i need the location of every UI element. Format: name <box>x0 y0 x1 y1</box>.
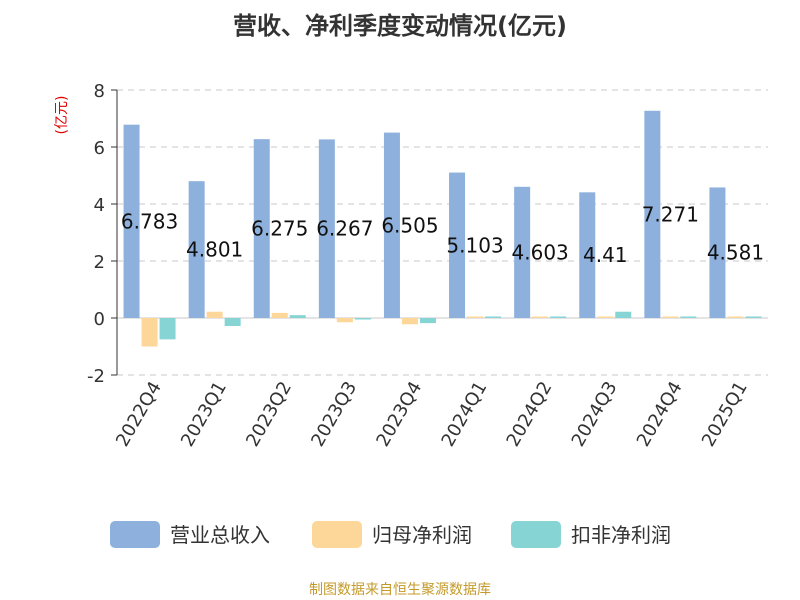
bar-deducted-net-profit <box>680 316 697 318</box>
data-label: 4.581 <box>707 241 764 265</box>
x-tick-label: 2023Q2 <box>242 378 296 450</box>
y-tick-label: 0 <box>94 309 105 330</box>
y-tick-label: -2 <box>87 366 105 387</box>
bar-net-profit <box>532 316 549 318</box>
bar-deducted-net-profit <box>615 311 632 318</box>
x-ticks: 2022Q4 2023Q1 2023Q2 2023Q3 2023Q4 2024Q1 2024… <box>112 378 752 450</box>
y-tick-label: 8 <box>94 81 105 102</box>
data-label: 7.271 <box>642 202 699 226</box>
bar-net-profit <box>206 311 223 318</box>
bar-revenue <box>644 110 661 319</box>
y-tick-label: 4 <box>94 195 105 216</box>
y-axis-label: (亿元) <box>54 96 70 135</box>
bar-deducted-net-profit <box>550 316 567 318</box>
y-tick-label: 2 <box>94 252 105 273</box>
legend-swatch[interactable] <box>511 521 561 548</box>
bar-net-profit <box>727 316 744 318</box>
x-tick-label: 2025Q1 <box>698 378 752 450</box>
x-tick-label: 2024Q3 <box>568 378 622 450</box>
x-tick-label: 2023Q4 <box>372 378 426 450</box>
bar-revenue <box>123 124 140 318</box>
bar-deducted-net-profit <box>289 315 306 318</box>
bar-deducted-net-profit <box>745 316 762 318</box>
bar-revenue <box>383 132 400 318</box>
y-tick-label: 6 <box>94 138 105 159</box>
bars <box>123 110 762 347</box>
x-tick-label: 2024Q1 <box>437 378 491 450</box>
data-label: 4.41 <box>583 243 628 267</box>
y-ticks: 8 6 4 2 0 -2 <box>87 81 118 387</box>
bar-revenue <box>188 181 205 318</box>
bar-net-profit <box>597 316 614 318</box>
bar-deducted-net-profit <box>354 318 371 320</box>
bar-revenue <box>318 139 335 318</box>
x-tick-label: 2023Q3 <box>307 378 361 450</box>
bar-net-profit <box>271 312 288 318</box>
bar-net-profit <box>401 318 418 325</box>
bar-deducted-net-profit <box>485 316 502 318</box>
bar-net-profit <box>336 318 353 323</box>
bar-revenue <box>709 187 726 318</box>
legend: 营业总收入 归母净利润 扣非净利润 <box>110 521 671 548</box>
bar-revenue <box>579 192 596 318</box>
legend-item-label[interactable]: 归母净利润 <box>372 523 472 547</box>
bar-deducted-net-profit <box>224 318 241 326</box>
x-tick-label: 2024Q4 <box>633 378 687 450</box>
data-label: 6.783 <box>121 209 178 233</box>
bar-deducted-net-profit <box>159 318 176 340</box>
legend-swatch[interactable] <box>312 521 362 548</box>
data-label: 5.103 <box>446 233 503 257</box>
bar-revenue <box>514 186 531 318</box>
x-tick-label: 2024Q2 <box>503 378 557 450</box>
data-label: 6.275 <box>251 217 308 241</box>
legend-item-label[interactable]: 扣非净利润 <box>571 523 671 547</box>
chart-title: 营收、净利季度变动情况(亿元) <box>233 12 567 40</box>
data-label: 4.603 <box>512 240 569 264</box>
legend-swatch[interactable] <box>110 521 160 548</box>
data-label: 6.505 <box>381 213 438 237</box>
data-label: 6.267 <box>316 217 373 241</box>
bar-net-profit <box>141 318 158 347</box>
source-note: 制图数据来自恒生聚源数据库 <box>309 582 491 598</box>
bar-revenue <box>449 172 466 318</box>
bar-revenue <box>253 139 270 318</box>
bar-deducted-net-profit <box>419 318 436 324</box>
x-tick-label: 2023Q1 <box>177 378 231 450</box>
bar-net-profit <box>467 316 484 318</box>
data-label: 4.801 <box>186 238 243 262</box>
grid <box>117 89 768 376</box>
bar-net-profit <box>662 316 679 318</box>
data-labels: 6.783 4.801 6.275 6.267 6.505 5.103 4.603 4.41 7… <box>121 202 764 267</box>
legend-item-label[interactable]: 营业总收入 <box>170 523 270 547</box>
x-tick-label: 2022Q4 <box>112 378 166 450</box>
